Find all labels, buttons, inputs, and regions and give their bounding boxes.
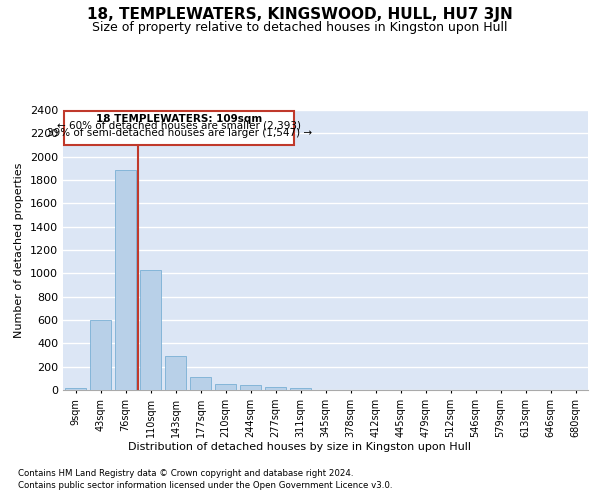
Text: ← 60% of detached houses are smaller (2,393): ← 60% of detached houses are smaller (2,…: [57, 120, 301, 130]
Text: Distribution of detached houses by size in Kingston upon Hull: Distribution of detached houses by size …: [128, 442, 472, 452]
Bar: [115, 170, 136, 390]
Bar: [165, 356, 186, 390]
Bar: [190, 377, 211, 390]
Text: 39% of semi-detached houses are larger (1,547) →: 39% of semi-detached houses are larger (…: [47, 128, 312, 138]
Y-axis label: Number of detached properties: Number of detached properties: [14, 162, 25, 338]
Bar: [215, 384, 236, 390]
Bar: [90, 320, 111, 390]
Text: Contains public sector information licensed under the Open Government Licence v3: Contains public sector information licen…: [18, 481, 392, 490]
Bar: [240, 385, 261, 390]
Text: 18 TEMPLEWATERS: 109sqm: 18 TEMPLEWATERS: 109sqm: [96, 114, 262, 124]
Bar: [140, 270, 161, 390]
Bar: [265, 386, 286, 390]
FancyBboxPatch shape: [64, 111, 294, 145]
Bar: [290, 388, 311, 390]
Bar: [65, 388, 86, 390]
Text: Size of property relative to detached houses in Kingston upon Hull: Size of property relative to detached ho…: [92, 21, 508, 34]
Text: 18, TEMPLEWATERS, KINGSWOOD, HULL, HU7 3JN: 18, TEMPLEWATERS, KINGSWOOD, HULL, HU7 3…: [87, 8, 513, 22]
Text: Contains HM Land Registry data © Crown copyright and database right 2024.: Contains HM Land Registry data © Crown c…: [18, 469, 353, 478]
